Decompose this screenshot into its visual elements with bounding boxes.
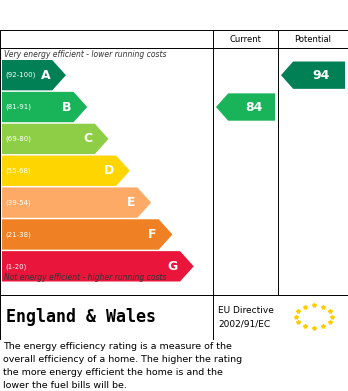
Text: (81-91): (81-91) [5,104,31,110]
Text: B: B [62,100,72,113]
Polygon shape [2,219,172,249]
Text: England & Wales: England & Wales [6,308,156,326]
Text: (55-68): (55-68) [5,167,31,174]
Text: Current: Current [230,34,261,43]
Polygon shape [2,187,151,218]
Text: F: F [148,228,157,241]
Text: (39-54): (39-54) [5,199,31,206]
Text: (21-38): (21-38) [5,231,31,238]
Polygon shape [2,60,66,90]
Text: EU Directive: EU Directive [218,306,274,315]
Polygon shape [281,61,345,89]
Text: A: A [41,69,50,82]
Text: The energy efficiency rating is a measure of the
overall efficiency of a home. T: The energy efficiency rating is a measur… [3,341,243,390]
Text: Energy Efficiency Rating: Energy Efficiency Rating [10,7,220,23]
Text: 84: 84 [245,100,262,113]
Text: 94: 94 [313,69,330,82]
Text: 2002/91/EC: 2002/91/EC [218,320,270,329]
Text: E: E [127,196,135,209]
Text: (69-80): (69-80) [5,136,31,142]
Text: D: D [104,164,114,177]
Text: G: G [168,260,178,273]
Text: (1-20): (1-20) [5,263,26,269]
Text: C: C [84,133,93,145]
Polygon shape [2,251,194,282]
Polygon shape [2,92,87,122]
Polygon shape [2,124,109,154]
Polygon shape [2,156,130,186]
Text: Not energy efficient - higher running costs: Not energy efficient - higher running co… [4,273,166,282]
Polygon shape [216,93,275,121]
Text: Potential: Potential [294,34,332,43]
Text: Very energy efficient - lower running costs: Very energy efficient - lower running co… [4,50,166,59]
Text: (92-100): (92-100) [5,72,35,79]
